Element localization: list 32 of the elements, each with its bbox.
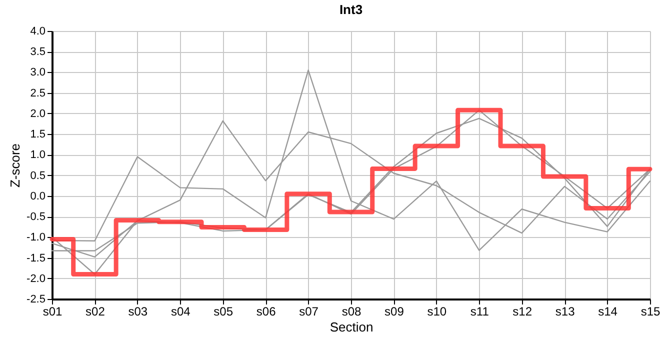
y-tick-label: 2.5 (30, 87, 46, 100)
x-tick-label: s05 (214, 304, 234, 318)
y-tick-label: -2.0 (26, 272, 46, 285)
y-tick-label: 0.0 (30, 190, 46, 202)
y-tick-label: 3.5 (30, 46, 46, 58)
y-tick-label: 4.0 (30, 26, 46, 38)
y-tick-label: 1.0 (30, 149, 46, 162)
x-tick-label: s11 (470, 304, 490, 318)
y-tick-label: -2.5 (26, 294, 46, 306)
x-tick-label: s09 (384, 304, 404, 318)
x-tick-label: s10 (427, 304, 447, 318)
x-tick-label: s03 (128, 304, 148, 318)
y-tick-label: 0.5 (30, 170, 46, 182)
x-tick-label: s04 (170, 304, 191, 318)
x-tick-label: s06 (256, 304, 276, 318)
y-tick-label: 2.0 (30, 108, 46, 120)
x-tick-label: s14 (598, 304, 618, 318)
y-tick-label: -1.5 (26, 252, 46, 264)
y-axis-title: Z-score (8, 143, 23, 188)
x-tick-label: s08 (342, 304, 362, 318)
chart-title: Int3 (339, 2, 363, 17)
y-tick-label: 1.5 (30, 128, 46, 141)
x-tick-label: s01 (42, 304, 62, 318)
x-tick-label: s13 (555, 304, 576, 318)
x-tick-label: s12 (512, 304, 532, 318)
x-tick-label: s07 (299, 304, 319, 318)
y-tick-label: -0.5 (26, 211, 46, 224)
y-tick-label: -1.0 (26, 232, 46, 244)
x-axis-title: Section (330, 320, 374, 334)
x-tick-label: s02 (86, 304, 106, 318)
y-tick-label: 3.0 (30, 66, 46, 79)
x-tick-label: s15 (640, 304, 660, 318)
